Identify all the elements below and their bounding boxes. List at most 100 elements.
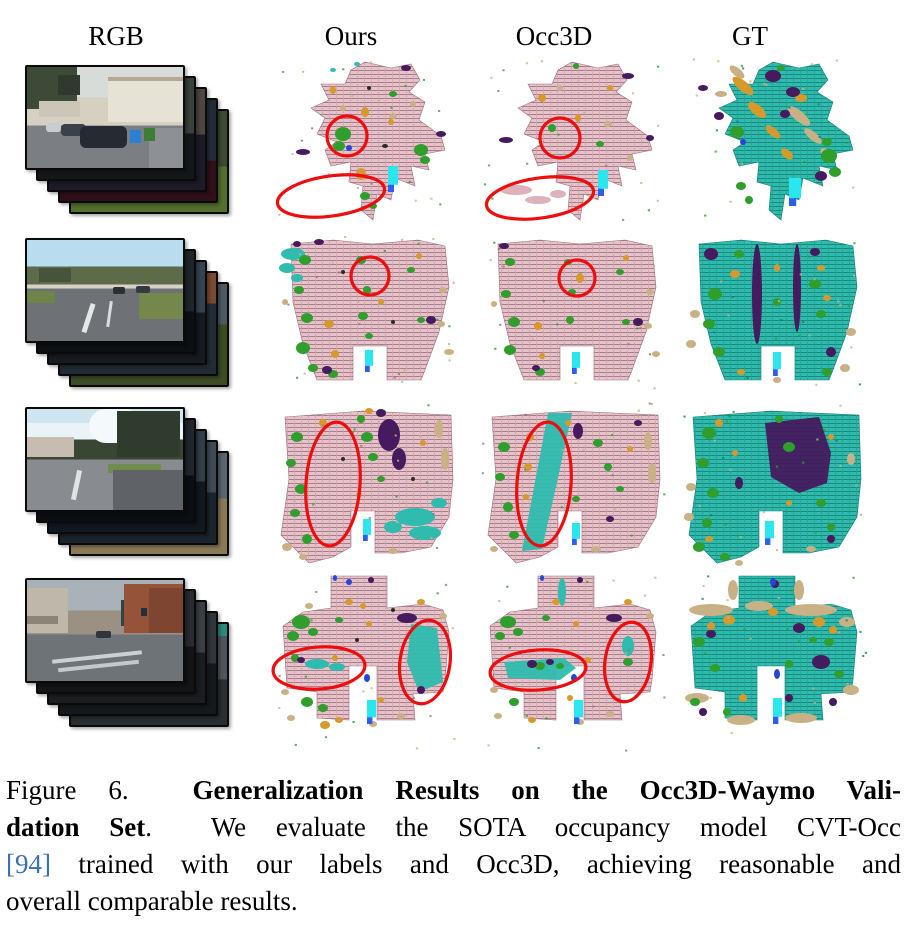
scene-house xyxy=(108,81,183,122)
ego-vehicle-marker xyxy=(388,166,398,192)
scene-brick-building xyxy=(148,588,183,633)
ego-vehicle-marker xyxy=(572,352,580,374)
scene-house xyxy=(39,101,81,118)
scene-car xyxy=(95,630,112,638)
rgb-camera-stack-row-4 xyxy=(25,578,231,729)
scene-houses xyxy=(27,437,74,458)
scene-car xyxy=(61,123,87,136)
semantic-region-teal xyxy=(522,413,572,551)
ego-vehicle-marker xyxy=(789,178,801,206)
caption-body-text-3: overall comparable results. xyxy=(6,886,298,916)
caption-line-4: overall comparable results. xyxy=(6,883,901,920)
camera-image-front-row-2 xyxy=(25,238,185,343)
camera-image-front-row-4 xyxy=(25,578,185,683)
ego-vehicle-marker xyxy=(773,698,782,724)
terrain-patches xyxy=(282,408,449,560)
ego-vehicle-marker xyxy=(773,352,781,376)
occupancy-map-occ3d-row-2 xyxy=(489,239,660,390)
scene-grass-verge xyxy=(139,292,183,319)
occupancy-map-gt-row-3 xyxy=(683,404,862,566)
ego-vehicle-marker xyxy=(363,519,371,541)
scene-lane-line xyxy=(81,302,96,333)
terrain-patches xyxy=(281,575,447,729)
caption-title-bold-2: dation Set xyxy=(6,812,146,842)
scene-lane-line xyxy=(106,300,114,327)
occupancy-map-gt-row-2 xyxy=(686,239,861,386)
annotation-red-circle xyxy=(349,255,391,297)
scene-trees xyxy=(39,268,71,283)
occupancy-map-ours-row-1 xyxy=(275,61,446,221)
rgb-camera-stack-row-2 xyxy=(25,238,231,389)
scene-car xyxy=(112,287,126,294)
scene-lane-line xyxy=(70,469,82,501)
column-header-rgb: RGB xyxy=(88,21,144,51)
occupancy-map-occ3d-row-3 xyxy=(481,402,666,564)
column-header-ours: Ours xyxy=(324,21,378,51)
ego-vehicle-marker xyxy=(765,521,774,545)
rgb-camera-stack-row-1 xyxy=(25,65,231,216)
annotation-red-circle xyxy=(538,116,582,160)
debris-speckles xyxy=(683,404,862,552)
column-header-gt: GT xyxy=(732,21,768,51)
figure-caption: Figure 6. Generalization Results on the … xyxy=(6,772,901,920)
caption-body-text: . We evaluate the SOTA occupancy model C… xyxy=(145,812,901,842)
annotation-red-ellipse xyxy=(304,420,362,548)
debris-speckles xyxy=(292,404,454,549)
annotation-red-ellipse xyxy=(484,175,596,221)
caption-line-3: [94] trained with our labels and Occ3D, … xyxy=(6,846,901,883)
scene-grass-verge xyxy=(27,290,56,303)
terrain-patches xyxy=(490,575,654,725)
terrain-patches xyxy=(296,62,446,209)
annotation-red-circle xyxy=(557,258,597,298)
ego-vehicle-marker xyxy=(598,170,608,196)
debris-speckles xyxy=(712,242,861,386)
debris-speckles xyxy=(487,576,666,752)
annotation-red-ellipse xyxy=(602,620,654,704)
occupancy-map-occ3d-row-1 xyxy=(483,60,660,221)
debris-speckles xyxy=(692,58,855,217)
occupancy-surface xyxy=(688,410,862,564)
occupancy-map-ours-row-3 xyxy=(280,404,454,564)
terrain-patches xyxy=(685,578,859,725)
scene-building xyxy=(27,588,68,633)
occupancy-surface xyxy=(310,61,446,221)
semantic-region-teal xyxy=(407,624,443,692)
figure-grid xyxy=(0,58,907,770)
occupancy-surface xyxy=(487,410,661,564)
caption-line-2: dation Set. We evaluate the SOTA occupan… xyxy=(6,809,901,846)
annotation-red-ellipse xyxy=(488,648,588,692)
occupancy-map-occ3d-row-4 xyxy=(487,575,666,752)
scene-trash-bin xyxy=(144,127,155,141)
occupancy-map-gt-row-4 xyxy=(685,575,867,734)
camera-image-front-row-1 xyxy=(25,65,185,170)
ego-vehicle-marker xyxy=(574,700,583,724)
ego-vehicle-marker xyxy=(367,700,376,724)
occupancy-surface xyxy=(282,575,450,721)
scene-awning xyxy=(27,616,59,625)
figure-row-3 xyxy=(0,399,907,570)
debris-speckles xyxy=(483,60,660,221)
rgb-camera-stack-row-3 xyxy=(25,407,231,558)
terrain-patches xyxy=(684,415,855,566)
figure-row-4 xyxy=(0,570,907,770)
citation-link[interactable]: [94] xyxy=(6,849,51,879)
scene-car xyxy=(136,286,151,293)
scene-road-shadow xyxy=(112,469,183,510)
scene-car xyxy=(80,125,127,148)
terrain-patches xyxy=(499,63,654,204)
column-header-occ3d: Occ3D xyxy=(515,21,593,51)
occupancy-map-gt-row-1 xyxy=(692,58,855,221)
caption-figure-label: Figure 6. xyxy=(6,775,129,805)
semantic-region-purple xyxy=(765,417,831,493)
scene-traffic-signal xyxy=(140,608,148,617)
annotation-red-ellipse xyxy=(275,173,387,219)
scene-car xyxy=(45,122,62,132)
occupancy-map-ours-row-4 xyxy=(271,575,456,750)
scene-trash-bin xyxy=(129,129,141,143)
annotation-red-circle xyxy=(325,114,369,158)
debris-speckles xyxy=(278,583,456,750)
ego-vehicle-marker xyxy=(572,523,580,545)
scene-pole xyxy=(120,600,124,627)
terrain-patches xyxy=(279,239,454,378)
